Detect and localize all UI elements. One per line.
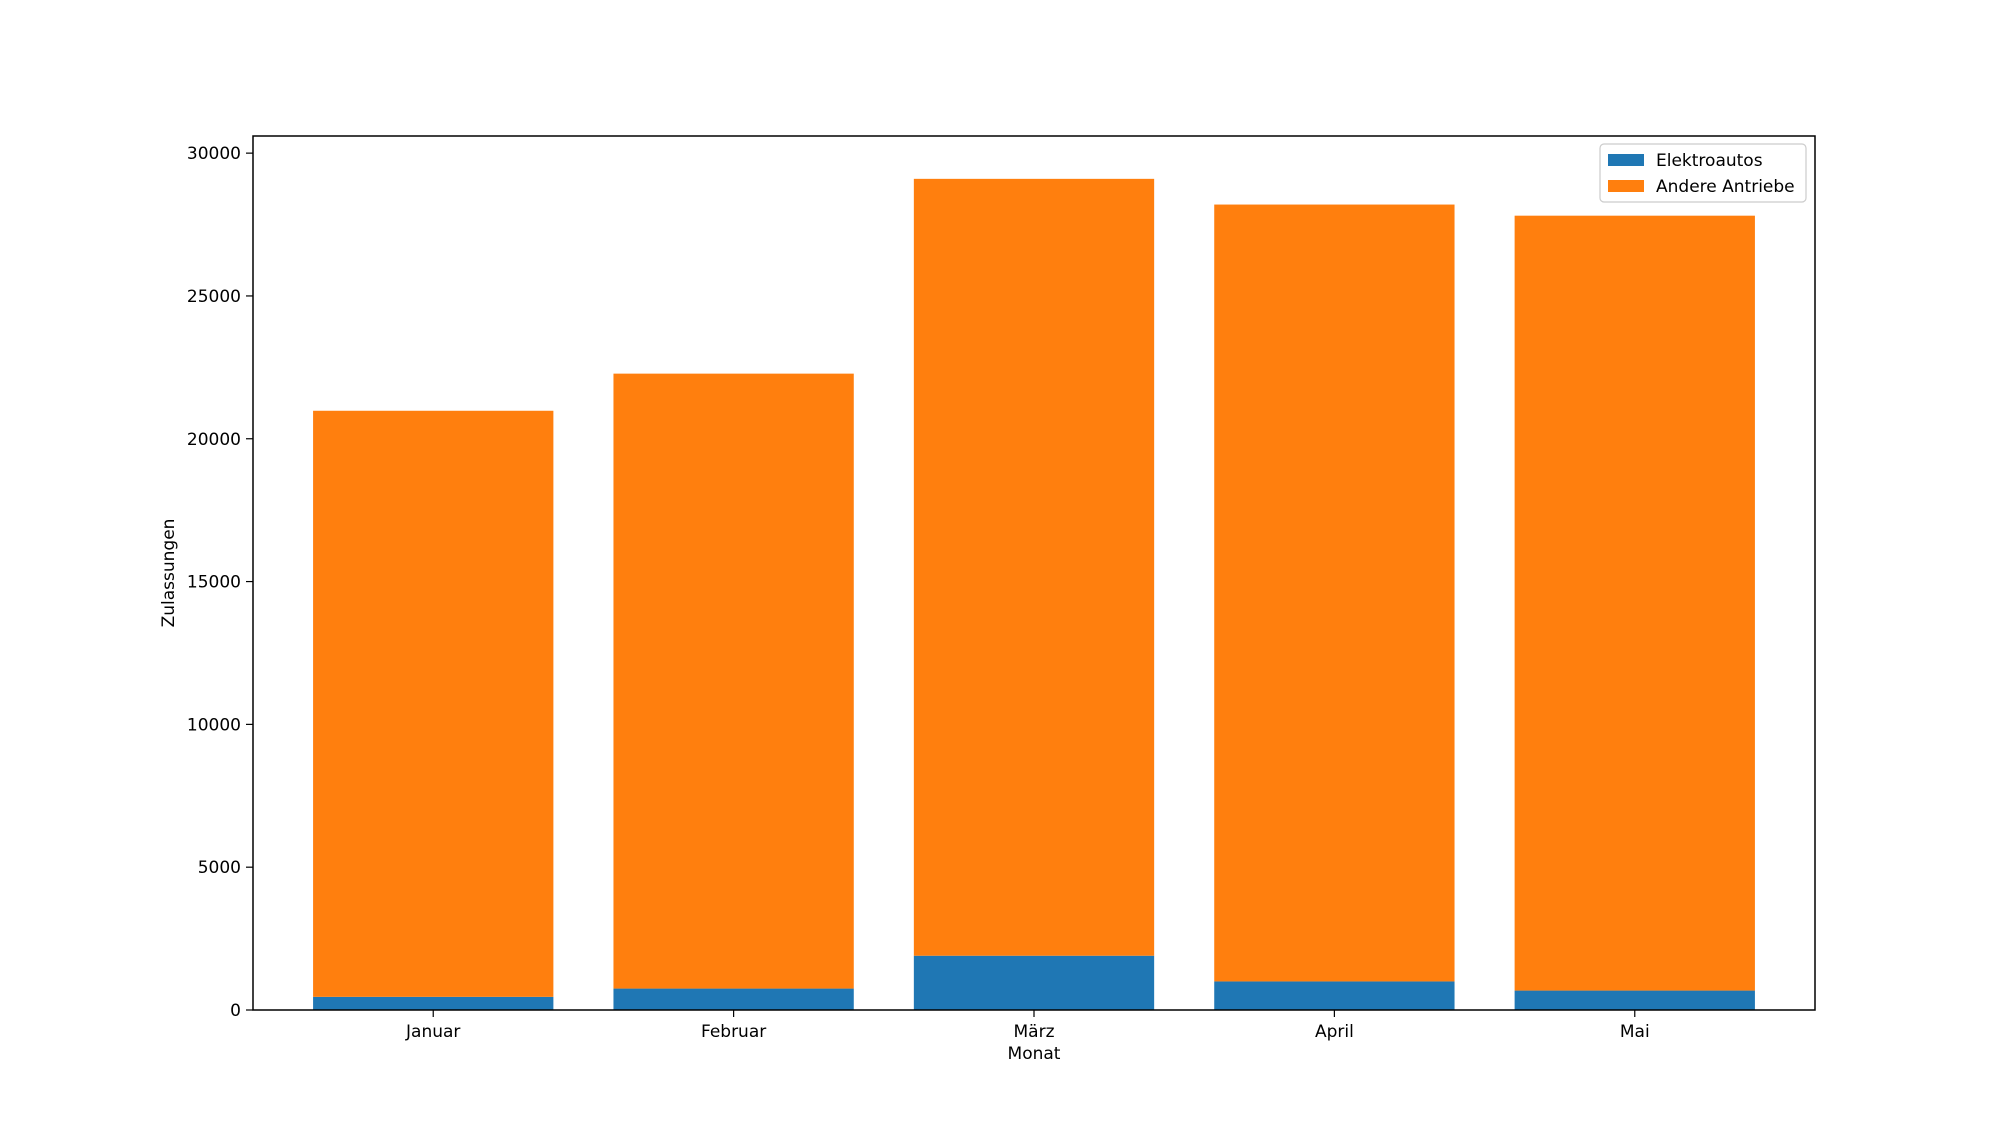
bar-andere-antriebe-3 (1214, 204, 1455, 982)
y-axis: 0 5000 10000 15000 20000 25000 30000 (187, 144, 253, 1021)
legend-label-elektroautos: Elektroautos (1656, 151, 1763, 171)
bar-andere-antriebe-0 (313, 410, 554, 997)
bar-elektroautos-1 (613, 988, 854, 1010)
y-tick-label: 5000 (198, 858, 241, 878)
y-tick-label: 20000 (187, 430, 241, 450)
legend-label-andere-antriebe: Andere Antriebe (1656, 177, 1795, 197)
legend-box (1599, 143, 1807, 203)
x-tick-label: April (1315, 1022, 1354, 1042)
x-tick-label: März (1014, 1022, 1055, 1042)
y-axis-title: Zulassungen (159, 519, 179, 628)
x-tick-label: Februar (701, 1022, 766, 1042)
y-tick-label: 30000 (187, 144, 241, 164)
legend-swatch-elektroautos (1608, 154, 1644, 166)
y-tick-label: 10000 (187, 715, 241, 735)
bar-andere-antriebe-2 (913, 178, 1155, 956)
legend-swatch-andere-antriebe (1608, 180, 1644, 192)
y-tick-label: 15000 (187, 573, 241, 593)
bar-andere-antriebe-4 (1514, 215, 1755, 991)
x-tick-label: Januar (405, 1022, 460, 1042)
legend: Elektroautos Andere Antriebe (1599, 143, 1807, 203)
bar-elektroautos-3 (1214, 981, 1455, 1010)
x-tick-label: Mai (1620, 1022, 1650, 1042)
bar-andere-antriebe-1 (613, 373, 854, 989)
bar-elektroautos-4 (1514, 990, 1755, 1010)
bars-layer (313, 178, 1755, 1010)
bar-elektroautos-2 (913, 955, 1155, 1010)
x-axis: Januar Februar März April Mai (405, 1010, 1650, 1042)
y-tick-label: 25000 (187, 287, 241, 307)
bar-elektroautos-0 (313, 996, 554, 1010)
x-axis-title: Monat (1008, 1044, 1061, 1064)
y-tick-label: 0 (230, 1001, 241, 1021)
